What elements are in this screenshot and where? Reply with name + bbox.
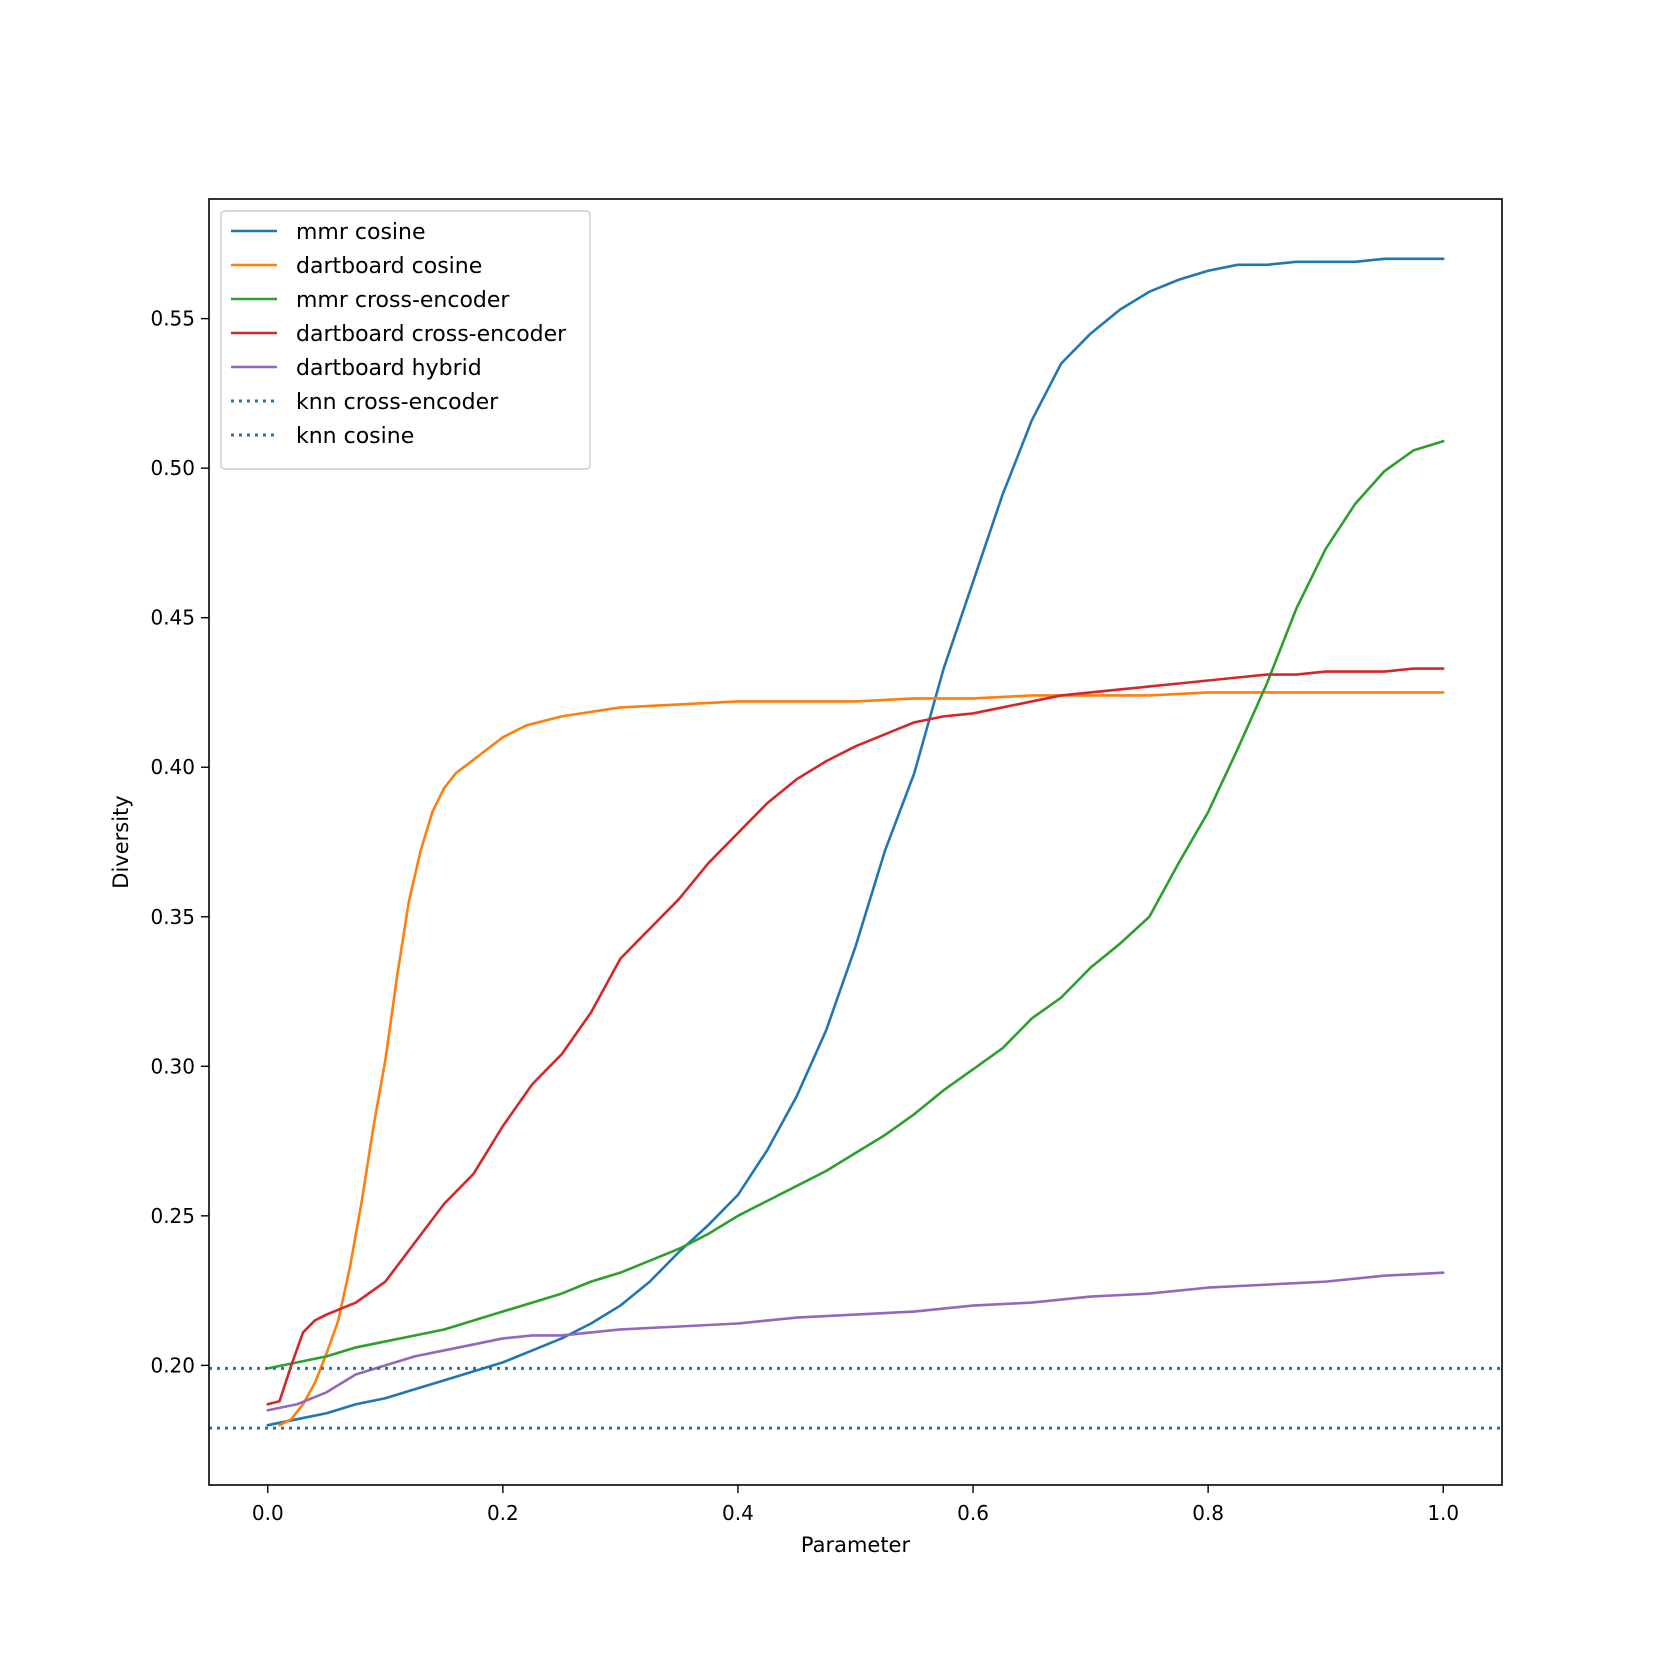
plot-area-frame: [208, 198, 1503, 1486]
legend: mmr cosine dartboard cosine mmr cross-enco…: [220, 210, 591, 470]
x-axis: 0.0 0.2 0.4 0.6 0.8 1.0: [252, 1485, 1459, 1525]
y-tick-label: 0.25: [150, 1204, 195, 1228]
legend-box: [220, 210, 591, 470]
series-line-4: [266, 1271, 1445, 1412]
y-tick-label: 0.45: [150, 606, 195, 630]
series-line-3: [266, 667, 1445, 1406]
y-tick-label: 0.55: [150, 307, 195, 331]
series-line-2: [266, 439, 1445, 1370]
x-tick-label: 1.0: [1427, 1501, 1459, 1525]
series-line-0: [266, 257, 1445, 1427]
y-tick-label: 0.40: [150, 755, 195, 779]
x-tick-label: 0.0: [252, 1501, 284, 1525]
x-tick-label: 0.4: [722, 1501, 754, 1525]
y-tick-label: 0.30: [150, 1054, 195, 1078]
series-line-1: [278, 691, 1445, 1427]
x-tick-label: 0.2: [487, 1501, 519, 1525]
y-tick-label: 0.35: [150, 905, 195, 929]
y-axis: 0.20 0.25 0.30 0.35 0.40 0.45 0.50 0.55: [150, 307, 209, 1377]
legend-label-3: dartboard cross-encoder: [296, 322, 567, 347]
legend-label-5: knn cross-encoder: [296, 390, 499, 415]
legend-label-4: dartboard hybrid: [296, 356, 482, 381]
x-tick-label: 0.8: [1192, 1501, 1224, 1525]
legend-label-0: mmr cosine: [296, 220, 426, 245]
y-tick-label: 0.20: [150, 1353, 195, 1377]
x-axis-title: Parameter: [801, 1533, 911, 1557]
y-tick-label: 0.50: [150, 456, 195, 480]
legend-label-6: knn cosine: [296, 424, 414, 449]
x-tick-label: 0.6: [957, 1501, 989, 1525]
series-layer: [209, 257, 1502, 1430]
legend-label-2: mmr cross-encoder: [296, 288, 510, 313]
legend-label-1: dartboard cosine: [296, 254, 482, 279]
y-axis-title: Diversity: [109, 795, 133, 888]
